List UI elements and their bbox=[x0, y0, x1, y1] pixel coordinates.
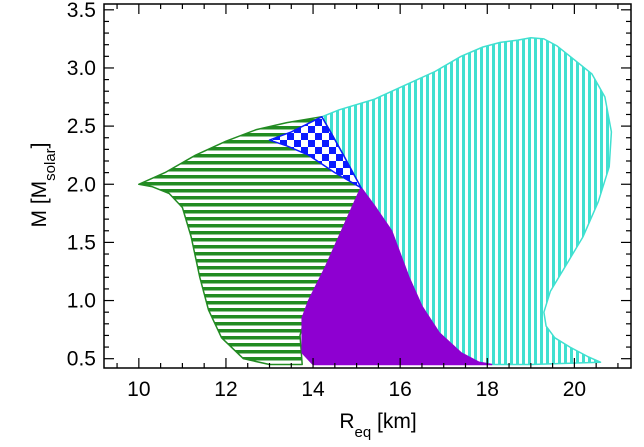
purple-region bbox=[301, 186, 493, 366]
x-tick-label: 12 bbox=[214, 378, 237, 401]
x-tick-label: 10 bbox=[127, 378, 150, 401]
y-tick-label: 1.5 bbox=[67, 231, 96, 254]
regions bbox=[138, 36, 613, 366]
x-tick-label: 20 bbox=[563, 378, 586, 401]
x-axis: 10 12 14 16 18 20 bbox=[116, 4, 619, 401]
y-tick-label: 2.0 bbox=[67, 173, 96, 196]
y-tick-label: 3.0 bbox=[67, 57, 96, 80]
plot-border bbox=[103, 3, 632, 369]
plot-frame bbox=[103, 3, 632, 369]
y-tick-label: 3.5 bbox=[67, 0, 96, 22]
y-tick-label: 1.0 bbox=[67, 290, 96, 313]
x-tick-label: 16 bbox=[388, 378, 411, 401]
blue-region bbox=[268, 116, 362, 189]
y-tick-label: 2.5 bbox=[67, 115, 96, 138]
y-axis-title: M [Msolar] bbox=[28, 142, 59, 227]
x-tick-label: 18 bbox=[476, 378, 499, 401]
x-axis-title: Req [km] bbox=[339, 410, 416, 441]
y-tick-label: 0.5 bbox=[67, 348, 96, 371]
y-axis: 0.5 1.0 1.5 2.0 2.5 3.0 3.5 bbox=[67, 0, 631, 371]
x-tick-label: 14 bbox=[301, 378, 325, 401]
